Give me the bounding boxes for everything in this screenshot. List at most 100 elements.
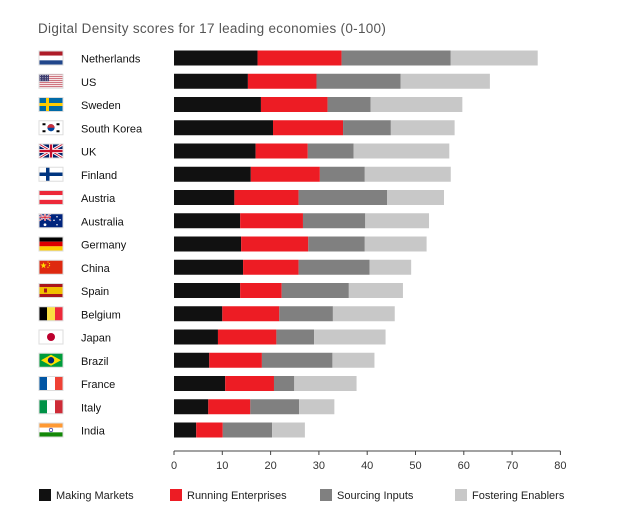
country-label: Brazil [81, 356, 109, 368]
us-flag [38, 73, 64, 89]
country-label: Finland [81, 170, 117, 182]
legend-swatch [320, 489, 332, 501]
cn-flag [38, 259, 64, 275]
nl-flag [38, 50, 64, 66]
x-tick-label: 80 [554, 460, 566, 472]
x-axis: 0 10 20 30 40 50 60 70 80 [171, 450, 567, 472]
country-label: China [81, 263, 111, 275]
bar-segment [316, 73, 401, 89]
bar-segment [273, 120, 344, 136]
bar-segment [196, 422, 223, 438]
country-label: India [81, 426, 106, 438]
x-tick-label: 0 [171, 460, 177, 472]
kr-flag [38, 120, 64, 136]
fi-flag [38, 166, 64, 182]
bar-segment [298, 190, 388, 205]
br-flag [38, 352, 64, 368]
bar-segment [281, 283, 349, 298]
bar-segment [208, 399, 251, 415]
country-label: Austria [81, 193, 116, 205]
bar-segment [261, 352, 333, 368]
jp-flag [38, 329, 64, 345]
bar-segment [243, 259, 299, 275]
be-flag [38, 306, 64, 322]
bar-segment [370, 97, 463, 112]
it-flag [38, 399, 64, 415]
x-tick-label: 30 [313, 460, 325, 472]
bar-segment [348, 283, 403, 298]
country-label: South Korea [81, 123, 143, 135]
bar-segment [387, 190, 444, 205]
country-label: Belgium [81, 309, 121, 321]
chart-title: Digital Density scores for 17 leading ec… [38, 21, 386, 36]
legend-swatch [455, 489, 467, 501]
bar-segment [400, 73, 490, 89]
bar-segment [174, 399, 209, 415]
bar-segment [222, 422, 273, 438]
bars [174, 50, 538, 438]
bar-segment [225, 376, 274, 391]
bar-segment [294, 376, 357, 391]
se-flag [38, 97, 64, 112]
in-flag [38, 422, 64, 438]
legend: Making Markets Running Enterprises Sourcin… [39, 489, 565, 502]
bar-segment [353, 143, 450, 159]
bar-segment [174, 259, 244, 275]
x-tick-label: 20 [264, 460, 276, 472]
bar-segment [307, 143, 354, 159]
country-label: Italy [81, 402, 102, 414]
country-label: Netherlands [81, 54, 141, 66]
x-tick-label: 50 [409, 460, 421, 472]
bar-segment [174, 283, 241, 298]
es-flag [38, 283, 64, 298]
bar-segment [327, 97, 371, 112]
country-labels: Netherlands US Sweden South Korea UK Finland A… [81, 54, 143, 438]
bar-segment [279, 306, 333, 322]
bar-segment [174, 352, 210, 368]
bar-segment [247, 73, 317, 89]
bar-segment [174, 422, 197, 438]
bar-segment [260, 97, 328, 112]
bar-segment [273, 376, 295, 391]
bar-segment [390, 120, 455, 136]
bar-segment [302, 213, 366, 229]
bar-segment [174, 190, 235, 205]
bar-segment [272, 422, 305, 438]
legend-swatch [170, 489, 182, 501]
bar-segment [174, 376, 226, 391]
country-label: Spain [81, 286, 109, 298]
country-label: Australia [81, 216, 125, 228]
bar-segment [365, 213, 430, 229]
x-tick-label: 60 [458, 460, 470, 472]
bar-segment [174, 213, 241, 229]
bar-segment [341, 50, 451, 66]
country-label: France [81, 379, 115, 391]
country-label: Germany [81, 240, 127, 252]
bar-segment [240, 213, 303, 229]
au-flag [38, 213, 64, 229]
flags [38, 50, 64, 438]
bar-segment [332, 352, 375, 368]
legend-label: Fostering Enablers [472, 490, 565, 502]
bar-segment [332, 306, 395, 322]
bar-segment [222, 306, 280, 322]
bar-segment [369, 259, 412, 275]
country-label: US [81, 77, 96, 89]
bar-segment [241, 236, 309, 252]
de-flag [38, 236, 64, 252]
legend-label: Running Enterprises [187, 490, 287, 502]
country-label: UK [81, 147, 97, 159]
bar-segment [276, 329, 315, 345]
bar-segment [174, 166, 251, 182]
at-flag [38, 190, 64, 205]
bar-segment [240, 283, 282, 298]
country-label: Sweden [81, 100, 121, 112]
bar-segment [234, 190, 299, 205]
bar-segment [364, 166, 451, 182]
legend-label: Sourcing Inputs [337, 490, 414, 502]
legend-swatch [39, 489, 51, 501]
bar-segment [174, 306, 223, 322]
legend-label: Making Markets [56, 490, 134, 502]
bar-segment [174, 73, 248, 89]
